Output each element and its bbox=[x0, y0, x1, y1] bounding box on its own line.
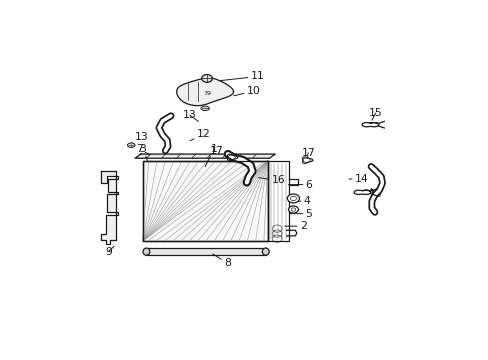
Text: 6: 6 bbox=[288, 180, 312, 190]
Text: 12: 12 bbox=[189, 129, 210, 141]
Circle shape bbox=[202, 75, 212, 82]
Text: 8: 8 bbox=[212, 254, 230, 268]
Circle shape bbox=[288, 206, 298, 213]
Polygon shape bbox=[176, 78, 233, 105]
Text: 2: 2 bbox=[284, 221, 306, 231]
Text: 13: 13 bbox=[130, 132, 148, 144]
Ellipse shape bbox=[262, 248, 268, 255]
Text: 16: 16 bbox=[258, 175, 285, 185]
Circle shape bbox=[287, 194, 299, 203]
Text: 3: 3 bbox=[139, 144, 147, 161]
Bar bbox=[146, 248, 265, 255]
Text: 15: 15 bbox=[368, 188, 382, 199]
Text: 15: 15 bbox=[368, 108, 382, 120]
Text: 5: 5 bbox=[289, 209, 312, 219]
Text: 11: 11 bbox=[220, 72, 264, 81]
Text: 9: 9 bbox=[105, 246, 114, 257]
Ellipse shape bbox=[142, 248, 149, 255]
Text: 17: 17 bbox=[301, 148, 314, 158]
Text: 14: 14 bbox=[348, 174, 368, 184]
Bar bbox=[142, 161, 267, 242]
Text: 1: 1 bbox=[205, 144, 217, 167]
Bar bbox=[142, 161, 267, 242]
Polygon shape bbox=[135, 154, 275, 158]
Polygon shape bbox=[101, 171, 118, 244]
Text: 4: 4 bbox=[288, 196, 310, 206]
Ellipse shape bbox=[127, 143, 135, 148]
Text: 79: 79 bbox=[203, 91, 211, 96]
Text: 10: 10 bbox=[233, 86, 260, 96]
Text: 17: 17 bbox=[209, 146, 227, 157]
Text: 7: 7 bbox=[136, 144, 150, 155]
Text: 13: 13 bbox=[183, 110, 198, 121]
Ellipse shape bbox=[201, 106, 209, 111]
